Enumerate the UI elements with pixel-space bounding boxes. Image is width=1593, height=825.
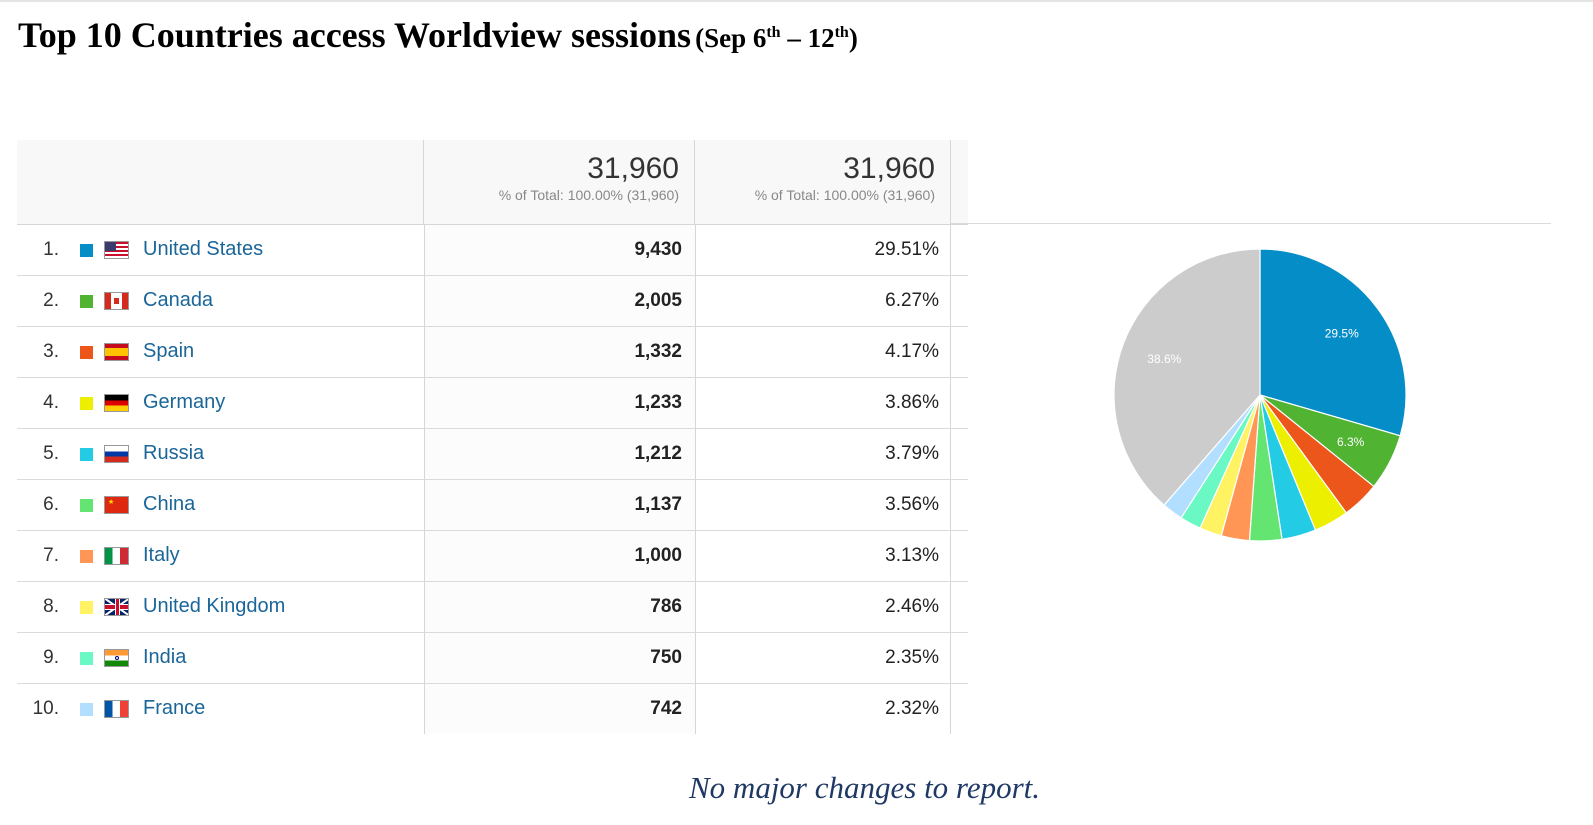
pie-chart: 29.5% 6.3% 38.6% bbox=[1113, 248, 1407, 542]
share-total: 31,960 bbox=[843, 152, 935, 185]
table-body: 1. United States 9,430 29.51% 2. Canada 2,005 6… bbox=[17, 225, 968, 734]
country-link[interactable]: Spain bbox=[143, 340, 195, 362]
country-link[interactable]: United States bbox=[143, 238, 264, 260]
table-row: 9. India 750 2.35% bbox=[17, 633, 968, 684]
row-rank: 1. bbox=[43, 239, 59, 260]
table-row: 7. Italy 1,000 3.13% bbox=[17, 531, 968, 582]
color-swatch bbox=[80, 601, 93, 614]
country-link[interactable]: France bbox=[143, 697, 206, 719]
table-row: 8. United Kingdom 786 2.46% bbox=[17, 582, 968, 633]
country-link[interactable]: India bbox=[143, 646, 187, 668]
sessions-total-subtext: % of Total: 100.00% (31,960) bbox=[498, 187, 679, 203]
row-rank: 4. bbox=[43, 392, 59, 413]
percent-value: 2.46% bbox=[885, 596, 939, 617]
percent-value: 4.17% bbox=[885, 341, 939, 362]
share-total-subtext: % of Total: 100.00% (31,960) bbox=[754, 187, 935, 203]
pie-slice-us[interactable] bbox=[1259, 248, 1407, 437]
ru-flag-icon bbox=[104, 445, 129, 463]
in-flag-icon bbox=[104, 649, 129, 667]
country-link[interactable]: Canada bbox=[143, 289, 214, 311]
sessions-value: 750 bbox=[650, 647, 682, 668]
sessions-value: 1,233 bbox=[634, 392, 682, 413]
table-row: 2. Canada 2,005 6.27% bbox=[17, 276, 968, 327]
pie-slice-other[interactable] bbox=[1113, 248, 1261, 506]
share-total-header: 31,960 % of Total: 100.00% (31,960) bbox=[695, 140, 935, 204]
row-rank: 9. bbox=[43, 647, 59, 668]
row-rank: 7. bbox=[43, 545, 59, 566]
color-swatch bbox=[80, 295, 93, 308]
country-link[interactable]: Italy bbox=[143, 544, 180, 566]
table-row: 5. Russia 1,212 3.79% bbox=[17, 429, 968, 480]
color-swatch bbox=[80, 550, 93, 563]
sessions-value: 786 bbox=[650, 596, 682, 617]
percent-value: 2.35% bbox=[885, 647, 939, 668]
percent-value: 2.32% bbox=[885, 698, 939, 719]
top-border bbox=[0, 0, 1593, 2]
percent-value: 29.51% bbox=[874, 239, 939, 260]
percent-value: 3.79% bbox=[885, 443, 939, 464]
country-link[interactable]: United Kingdom bbox=[143, 595, 286, 617]
table-row: 10. France 742 2.32% bbox=[17, 684, 968, 734]
sessions-value: 742 bbox=[650, 698, 682, 719]
sessions-value: 1,212 bbox=[634, 443, 682, 464]
footer-note: No major changes to report. bbox=[689, 770, 1041, 805]
sessions-value: 1,332 bbox=[634, 341, 682, 362]
pie-data-label: 6.3% bbox=[1337, 435, 1365, 449]
color-swatch bbox=[80, 346, 93, 359]
title-date-range: (Sep 6th – 12th) bbox=[695, 23, 858, 53]
sessions-total-header: 31,960 % of Total: 100.00% (31,960) bbox=[424, 140, 679, 204]
table-row: 4. Germany 1,233 3.86% bbox=[17, 378, 968, 429]
it-flag-icon bbox=[104, 547, 129, 565]
sessions-value: 9,430 bbox=[634, 239, 682, 260]
table-row: 6. ★ China 1,137 3.56% bbox=[17, 480, 968, 531]
de-flag-icon bbox=[104, 394, 129, 412]
es-flag-icon bbox=[104, 343, 129, 361]
color-swatch bbox=[80, 397, 93, 410]
color-swatch bbox=[80, 652, 93, 665]
pie-data-label: 38.6% bbox=[1147, 352, 1181, 366]
row-rank: 2. bbox=[43, 290, 59, 311]
page-title: Top 10 Countries access Worldview sessio… bbox=[18, 14, 858, 56]
sessions-total: 31,960 bbox=[587, 152, 679, 185]
country-link[interactable]: Russia bbox=[143, 442, 205, 464]
table-row: 1. United States 9,430 29.51% bbox=[17, 225, 968, 276]
row-rank: 3. bbox=[43, 341, 59, 362]
countries-table: 31,960 % of Total: 100.00% (31,960) 31,9… bbox=[17, 140, 968, 734]
title-main: Top 10 Countries access Worldview sessio… bbox=[18, 15, 692, 55]
percent-value: 3.56% bbox=[885, 494, 939, 515]
country-link[interactable]: Germany bbox=[143, 391, 226, 413]
color-swatch bbox=[80, 448, 93, 461]
fr-flag-icon bbox=[104, 700, 129, 718]
sessions-value: 2,005 bbox=[634, 290, 682, 311]
row-rank: 8. bbox=[43, 596, 59, 617]
header-divider bbox=[951, 223, 1551, 224]
table-header: 31,960 % of Total: 100.00% (31,960) 31,9… bbox=[17, 140, 968, 225]
row-rank: 6. bbox=[43, 494, 59, 515]
cn-flag-icon: ★ bbox=[104, 496, 129, 514]
row-rank: 5. bbox=[43, 443, 59, 464]
sessions-value: 1,137 bbox=[634, 494, 682, 515]
color-swatch bbox=[80, 499, 93, 512]
ca-flag-icon bbox=[104, 292, 129, 310]
percent-value: 3.86% bbox=[885, 392, 939, 413]
percent-value: 3.13% bbox=[885, 545, 939, 566]
color-swatch bbox=[80, 703, 93, 716]
color-swatch bbox=[80, 244, 93, 257]
sessions-value: 1,000 bbox=[634, 545, 682, 566]
country-link[interactable]: China bbox=[143, 493, 196, 515]
table-row: 3. Spain 1,332 4.17% bbox=[17, 327, 968, 378]
row-rank: 10. bbox=[32, 698, 59, 719]
us-flag-icon bbox=[104, 241, 129, 259]
gb-flag-icon bbox=[104, 598, 129, 616]
percent-value: 6.27% bbox=[885, 290, 939, 311]
pie-data-label: 29.5% bbox=[1325, 327, 1359, 341]
